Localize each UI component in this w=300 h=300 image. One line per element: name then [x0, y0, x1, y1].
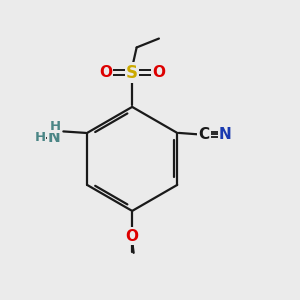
Text: N: N	[219, 127, 232, 142]
Text: O: O	[99, 65, 112, 80]
Text: H: H	[50, 120, 61, 133]
Text: N: N	[48, 130, 61, 146]
Text: H: H	[34, 131, 46, 145]
Text: C: C	[198, 127, 209, 142]
Text: O: O	[152, 65, 165, 80]
Text: S: S	[126, 64, 138, 82]
Text: O: O	[126, 229, 139, 244]
